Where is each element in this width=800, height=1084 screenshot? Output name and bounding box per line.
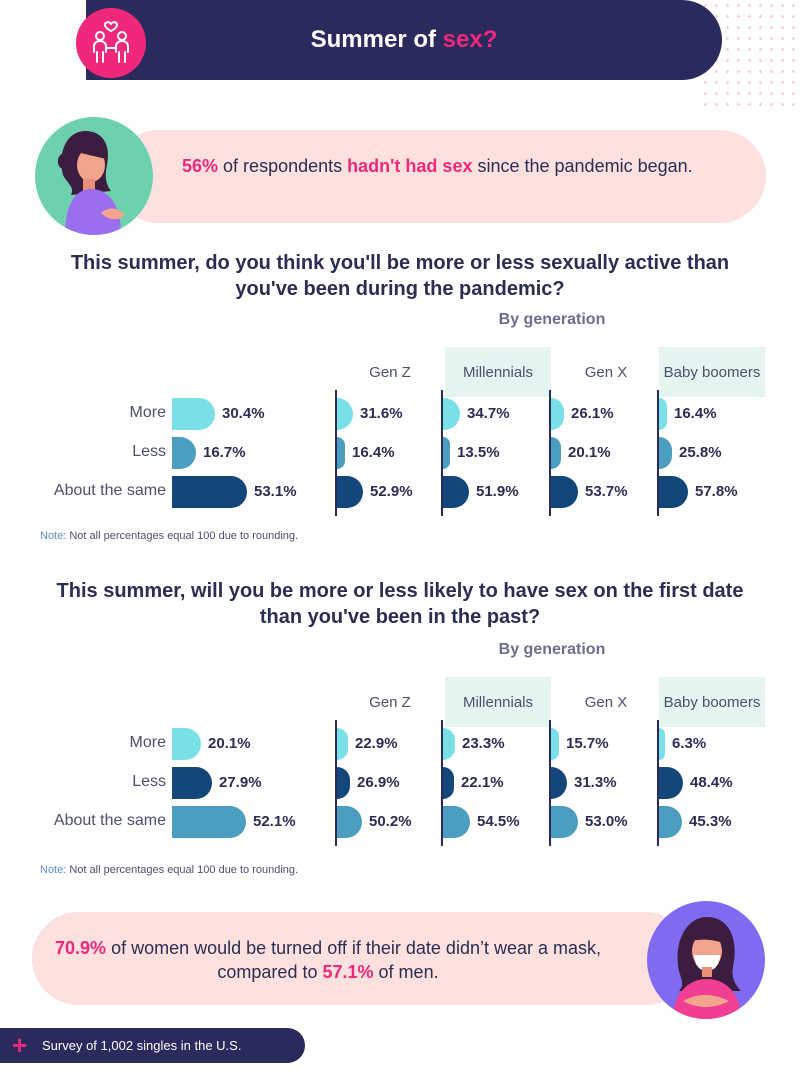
stat-callout-top: 56% of respondents hadn't had sex since … — [112, 130, 766, 223]
q1-header-baby-boomers: Baby boomers — [659, 347, 765, 397]
q2-note: Note: Not all percentages equal 100 due … — [40, 864, 299, 876]
woman-avatar-icon — [35, 117, 153, 235]
q1-value-millennials-more: 34.7% — [467, 405, 510, 422]
q1-value-millennials-less: 13.5% — [457, 444, 500, 461]
q1-value-overall-less: 16.7% — [203, 444, 246, 461]
q2-bar-millennials-same — [443, 806, 470, 838]
q1-bar-gen-z-less — [337, 437, 345, 469]
survey-footer: + Survey of 1,002 singles in the U.S. — [0, 1028, 305, 1063]
q2-value-gen-x-more: 15.7% — [566, 735, 609, 752]
q1-bar-gen-x-less — [551, 437, 561, 469]
q2-value-overall-same: 52.1% — [253, 813, 296, 830]
q2-value-millennials-more: 23.3% — [462, 735, 505, 752]
q2-bar-baby-boomers-less — [659, 767, 683, 799]
q2-bar-gen-x-more — [551, 728, 559, 760]
q2-bar-overall-more — [172, 728, 201, 760]
question-1-subtitle: By generation — [498, 311, 606, 328]
q2-bar-millennials-more — [443, 728, 455, 760]
q1-row-label-more: More — [129, 404, 166, 421]
q1-value-gen-z-less: 16.4% — [352, 444, 395, 461]
header-bar — [86, 0, 722, 80]
q2-value-gen-z-more: 22.9% — [355, 735, 398, 752]
q1-bar-overall-same — [172, 476, 247, 508]
woman-mask-avatar-icon — [647, 901, 765, 1019]
q2-value-gen-z-less: 26.9% — [357, 774, 400, 791]
q2-row-label-same: About the same — [53, 812, 166, 829]
q1-bar-baby-boomers-more — [659, 398, 667, 430]
q2-bar-millennials-less — [443, 767, 454, 799]
q2-row-label-less: Less — [132, 773, 166, 790]
page-title: Summer of sex? — [310, 26, 498, 53]
q2-header-baby-boomers: Baby boomers — [659, 677, 765, 727]
q2-axis-baby-boomers — [657, 720, 659, 846]
q1-axis-millennials — [441, 390, 443, 516]
q1-bar-gen-z-same — [337, 476, 363, 508]
q2-value-gen-x-same: 53.0% — [585, 813, 628, 830]
q2-bar-overall-less — [172, 767, 212, 799]
q2-header-gen-x: Gen X — [584, 693, 628, 711]
q2-bar-baby-boomers-more — [659, 728, 665, 760]
q2-bar-gen-z-less — [337, 767, 350, 799]
q1-bar-gen-x-more — [551, 398, 564, 430]
question-2-title: This summer, will you be more or less li… — [56, 580, 744, 628]
q1-bar-baby-boomers-same — [659, 476, 688, 508]
q2-header-gen-z: Gen Z — [369, 693, 411, 711]
q1-value-gen-x-more: 26.1% — [571, 405, 614, 422]
q2-value-baby-boomers-less: 48.4% — [690, 774, 733, 791]
q1-bar-overall-more — [172, 398, 215, 430]
question-2-subtitle: By generation — [498, 641, 606, 658]
q1-bar-baby-boomers-less — [659, 437, 672, 469]
q2-bar-gen-z-same — [337, 806, 362, 838]
q2-header-millennials: Millennials — [445, 677, 551, 727]
q1-axis-gen-z — [335, 390, 337, 516]
couple-icon — [76, 8, 146, 78]
q2-bar-gen-x-same — [551, 806, 578, 838]
q1-bar-overall-less — [172, 437, 196, 469]
q2-bar-gen-x-less — [551, 767, 567, 799]
q1-bar-millennials-same — [443, 476, 469, 508]
q1-bar-gen-x-same — [551, 476, 578, 508]
q2-value-overall-less: 27.9% — [219, 774, 262, 791]
q1-bar-millennials-less — [443, 437, 450, 469]
q1-row-label-less: Less — [132, 443, 166, 460]
q1-value-gen-x-less: 20.1% — [568, 444, 611, 461]
q2-value-overall-more: 20.1% — [208, 735, 251, 752]
q1-value-baby-boomers-less: 25.8% — [679, 444, 722, 461]
q1-bar-gen-z-more — [337, 398, 353, 430]
q1-header-millennials: Millennials — [445, 347, 551, 397]
q2-value-gen-z-same: 50.2% — [369, 813, 412, 830]
q2-value-gen-x-less: 31.3% — [574, 774, 617, 791]
q1-value-gen-x-same: 53.7% — [585, 483, 628, 500]
q1-bar-millennials-more — [443, 398, 460, 430]
q2-bar-gen-z-more — [337, 728, 348, 760]
q2-value-millennials-less: 22.1% — [461, 774, 504, 791]
q2-value-millennials-same: 54.5% — [477, 813, 520, 830]
q2-row-label-more: More — [129, 734, 166, 751]
stat-callout-bottom: 70.9% of women would be turned off if th… — [32, 912, 692, 1005]
q1-value-overall-more: 30.4% — [222, 405, 265, 422]
q1-row-label-same: About the same — [53, 482, 166, 499]
q1-header-gen-z: Gen Z — [369, 363, 411, 381]
q1-value-overall-same: 53.1% — [254, 483, 297, 500]
q2-axis-gen-z — [335, 720, 337, 846]
q1-axis-gen-x — [549, 390, 551, 516]
q2-axis-millennials — [441, 720, 443, 846]
q2-bar-overall-same — [172, 806, 246, 838]
q1-note: Note: Not all percentages equal 100 due … — [40, 530, 299, 542]
q2-bar-baby-boomers-same — [659, 806, 682, 838]
q1-header-gen-x: Gen X — [584, 363, 628, 381]
q1-value-baby-boomers-more: 16.4% — [674, 405, 717, 422]
q1-value-gen-z-more: 31.6% — [360, 405, 403, 422]
q1-value-gen-z-same: 52.9% — [370, 483, 413, 500]
q1-axis-baby-boomers — [657, 390, 659, 516]
q2-value-baby-boomers-same: 45.3% — [689, 813, 732, 830]
q2-value-baby-boomers-more: 6.3% — [672, 735, 707, 752]
q1-value-baby-boomers-same: 57.8% — [695, 483, 738, 500]
question-1-title: This summer, do you think you'll be more… — [70, 252, 730, 300]
q1-value-millennials-same: 51.9% — [476, 483, 519, 500]
plus-icon: + — [12, 1030, 28, 1060]
q2-axis-gen-x — [549, 720, 551, 846]
